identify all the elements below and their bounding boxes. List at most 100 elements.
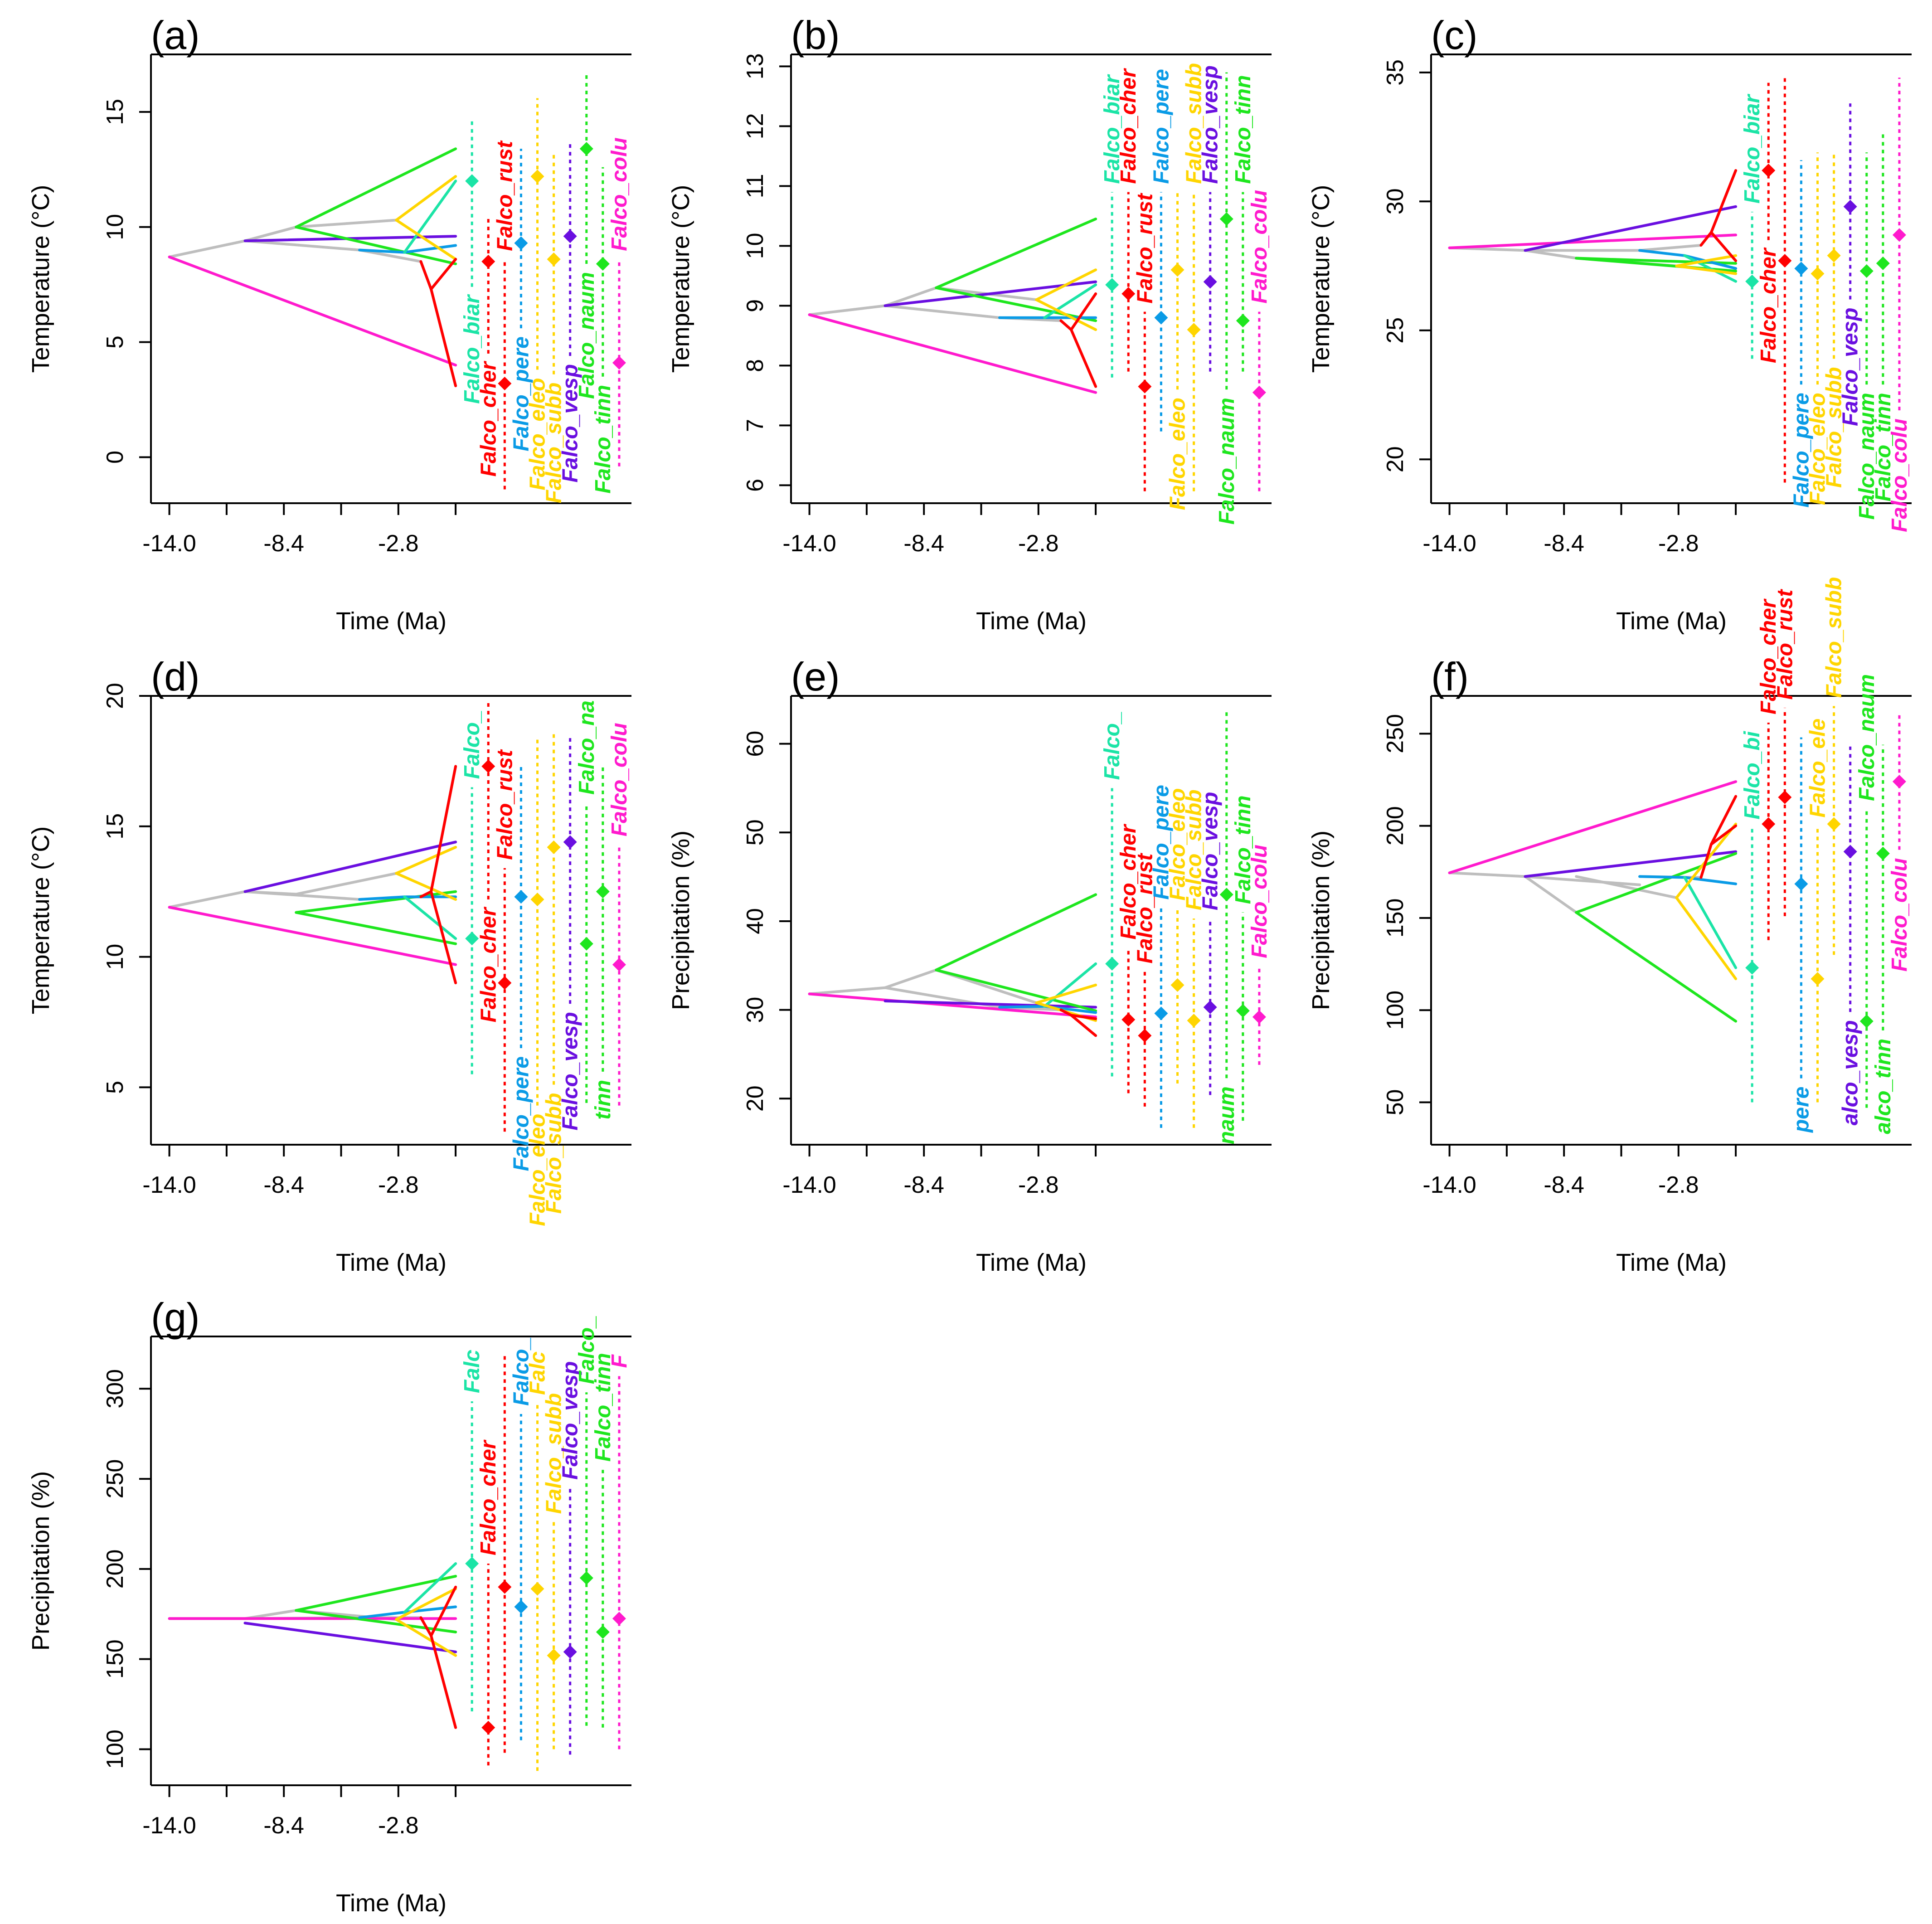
branch-line-falco-pere: [358, 1611, 406, 1619]
x-tick-label: -14.0: [142, 530, 196, 557]
tip-point-falco-vesp: [1203, 275, 1217, 289]
tip-label-falco-cher: Falco_cher: [1757, 598, 1781, 714]
branch-line-falco-tinn: [295, 225, 457, 265]
y-tick-label: 5: [102, 335, 128, 349]
y-tick-label: 10: [102, 944, 128, 970]
branch-line-falco-naum: [295, 1574, 457, 1612]
tip-point-falco-biar: [1105, 957, 1119, 971]
tip-point-falco-naum: [579, 937, 593, 951]
tip-label-falco-vesp: Falco_vesp: [1199, 792, 1223, 910]
tip-point-falco-rust: [1778, 254, 1792, 268]
tip-label-falco-pere: pere: [1789, 1087, 1813, 1133]
tip-point-falco-subb: [1827, 817, 1841, 831]
tip-point-falco-biar: [1105, 278, 1119, 292]
tip-label-falco-colu: Falco_colu: [1248, 190, 1272, 304]
branch-line-falco-colu: [808, 992, 1097, 1019]
tip-point-falco-naum: [1859, 1014, 1874, 1028]
y-tick-label: 100: [1382, 991, 1408, 1030]
branch-line-falco-pere: [358, 895, 406, 901]
branch-line-falco-cher: [1699, 231, 1713, 247]
panel-label: (b): [791, 13, 840, 58]
tip-point-falco-pere: [1154, 311, 1168, 325]
tip-label-falco-naum: Falco_naum: [1855, 674, 1879, 801]
y-tick-label: 250: [1382, 714, 1408, 753]
y-tick-label: 50: [1382, 1089, 1408, 1116]
tip-point-falco-eleo: [530, 1582, 544, 1596]
tip-label-falco-rust: Falco_rust: [1773, 589, 1797, 700]
tip-label-falco-pere: Falco_pere: [1149, 785, 1173, 899]
branch-line-falco-biar: [1043, 283, 1097, 319]
tip-point-falco-biar: [1745, 274, 1759, 288]
tip-point-falco-vesp: [563, 835, 577, 849]
tip-point-falco-colu: [1252, 1010, 1266, 1024]
tip-label-falco-naum: Falco_naum: [1215, 398, 1239, 525]
panel-g: -14.0 -8.4 -2.8 100 150 200 250 300 Time (Ma) Pre…: [27, 1295, 631, 1917]
tip-label-falco-cher: Falco_cher: [476, 1439, 500, 1555]
y-tick-label: 12: [742, 113, 768, 139]
tip-label-falco-vesp: Falco_vesp: [558, 1012, 583, 1130]
tip-point-falco-naum: [579, 1571, 593, 1585]
branch-line-falco-rust: [1070, 1014, 1097, 1020]
tip-label-falco-subb: Falco_subb: [1182, 789, 1206, 910]
tip-point-falco-cher: [481, 254, 495, 268]
tip-point-falco-rust: [1138, 379, 1152, 394]
branch-line-ancestral: [883, 304, 1001, 319]
tip-label-falco-rust: Falco_rust: [493, 140, 517, 251]
tip-label-falco-eleo: Falco_eleo: [1166, 788, 1190, 900]
y-axis-title: Temperature (°C): [27, 826, 54, 1015]
tip-point-falco-naum: [579, 142, 593, 156]
y-tick-label: 15: [102, 99, 128, 125]
branch-line-ancestral: [883, 286, 938, 307]
y-tick-label: 10: [102, 214, 128, 240]
branch-line-falco-tinn: [295, 1609, 457, 1633]
tip-label-falco-rust: Falco_rust: [1133, 193, 1157, 304]
tip-label-falco-pere: Falco_pere: [1149, 69, 1173, 184]
tip-label-falco-tinn: Falco_tinn: [1231, 795, 1255, 904]
tip-point-falco-pere: [1794, 262, 1808, 276]
branch-line-falco-cher: [419, 260, 432, 291]
panel-label: (e): [791, 654, 840, 699]
tip-label-falco-colu: Falco_colu: [1888, 418, 1912, 532]
y-tick-label: 200: [102, 1550, 128, 1589]
y-tick-label: 100: [102, 1730, 128, 1769]
tip-point-falco-vesp: [1843, 845, 1857, 859]
tip-label-falco-cher: Falco_cher: [476, 907, 500, 1023]
y-tick-label: 9: [742, 299, 768, 312]
branch-line-falco-pere: [358, 248, 406, 254]
y-axis-title: Temperature (°C): [27, 185, 54, 373]
branch-line-falco-subb: [1035, 298, 1097, 331]
tip-point-falco-colu: [612, 957, 626, 972]
branch-line-falco-naum: [295, 147, 457, 228]
x-tick-label: -8.4: [263, 1172, 304, 1198]
branch-line-ancestral: [243, 890, 361, 901]
branch-line-falco-eleo: [1035, 268, 1097, 301]
tip-label-falco-subb: Falco_subb: [542, 1093, 566, 1214]
branch-line-falco-colu: [808, 313, 1097, 394]
branch-line-falco-subb: [395, 1618, 457, 1657]
tip-point-falco-vesp: [1203, 1000, 1217, 1014]
branch-line-falco-pere: [998, 1005, 1046, 1009]
y-tick-label: 11: [742, 174, 768, 198]
tip-point-falco-rust: [498, 976, 512, 990]
tip-point-falco-colu: [1892, 775, 1906, 789]
tip-point-falco-subb: [547, 840, 561, 854]
branch-line-falco-vesp: [883, 1000, 1097, 1009]
branch-line-falco-cher: [1070, 328, 1097, 388]
x-axis-title: Time (Ma): [336, 1249, 447, 1276]
branch-line-ancestral: [358, 248, 422, 263]
x-axis-title: Time (Ma): [976, 1249, 1087, 1276]
branch-line-falco-eleo: [395, 1587, 457, 1621]
branch-line-falco-subb: [395, 219, 457, 261]
branch-line-falco-rust: [1710, 824, 1738, 846]
panel-e: -14.0 -8.4 -2.8 20 30 40 50 60 Time (Ma) Precipit…: [667, 654, 1272, 1276]
y-tick-label: 7: [742, 419, 768, 432]
x-tick-label: -2.8: [378, 530, 419, 557]
branch-line-falco-vesp: [883, 280, 1097, 307]
tip-label-falco-eleo: Falco_eleo: [1806, 393, 1830, 505]
branch-line-falco-rust: [1710, 231, 1738, 262]
x-tick-label: -8.4: [1544, 1172, 1584, 1198]
tip-label-falco-colu: Falco_colu: [607, 723, 631, 836]
y-tick-label: 13: [742, 53, 768, 79]
tip-label-falco-subb: Falco_subb: [1822, 577, 1846, 698]
